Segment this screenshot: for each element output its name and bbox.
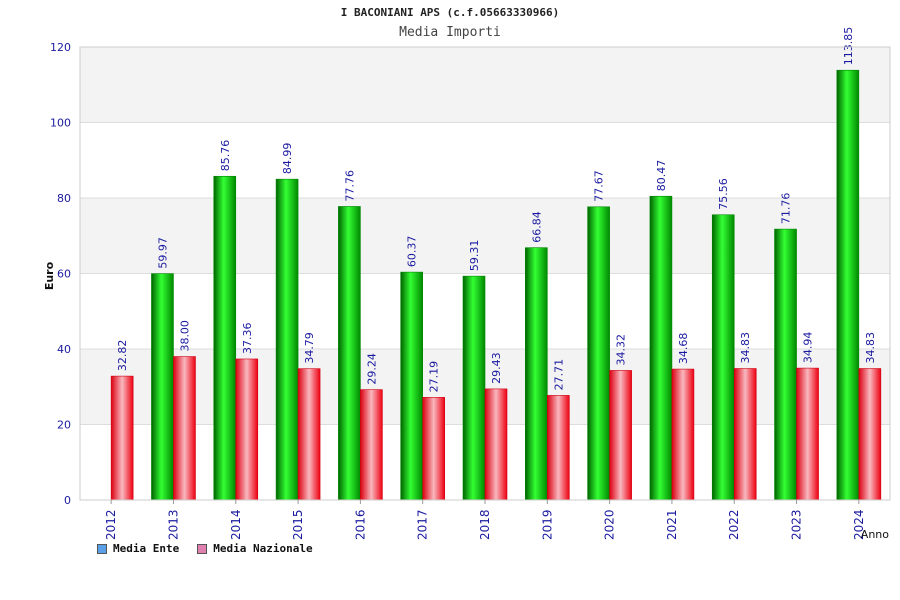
data-label-media-nazionale: 32.82	[116, 340, 129, 372]
x-tick-label: 2015	[291, 509, 305, 540]
data-label-media-ente: 85.76	[219, 140, 232, 172]
x-tick-label: 2020	[603, 509, 617, 540]
data-label-media-nazionale: 34.79	[303, 332, 316, 364]
data-label-media-nazionale: 27.71	[552, 359, 565, 391]
x-tick-label: 2014	[229, 509, 243, 540]
legend: Media Ente Media Nazionale	[97, 542, 313, 555]
legend-item-media-ente: Media Ente	[97, 542, 179, 555]
x-tick-label: 2017	[416, 509, 430, 540]
bar-media-nazionale	[733, 368, 757, 501]
x-tick-label: 2022	[727, 509, 741, 540]
x-tick-label: 2016	[353, 509, 367, 540]
bar-media-ente	[462, 275, 486, 501]
bar-media-ente	[836, 69, 860, 501]
data-label-media-nazionale: 34.32	[615, 334, 628, 366]
bar-media-nazionale	[609, 370, 632, 501]
bar-media-ente	[774, 228, 797, 501]
data-label-media-ente: 59.97	[156, 237, 169, 269]
x-tick-label: 2021	[665, 509, 679, 540]
bar-media-nazionale	[547, 395, 570, 501]
data-label-media-nazionale: 29.43	[490, 352, 503, 384]
data-label-media-nazionale: 34.83	[739, 332, 752, 364]
data-label-media-ente: 66.84	[530, 211, 543, 243]
x-tick-label: 2023	[790, 509, 804, 540]
data-label-media-ente: 77.67	[593, 170, 606, 202]
x-tick-label: 2019	[540, 509, 554, 540]
y-tick-label: 20	[57, 419, 71, 432]
y-tick-label: 100	[50, 117, 71, 130]
bar-media-nazionale	[422, 397, 445, 501]
data-label-media-nazionale: 34.83	[864, 332, 877, 364]
y-tick-label: 60	[57, 268, 71, 281]
data-label-media-nazionale: 38.00	[178, 320, 191, 352]
bar-media-nazionale	[796, 367, 819, 501]
bar-media-nazionale	[484, 388, 508, 501]
bar-media-nazionale	[235, 358, 259, 501]
plot-band	[80, 122, 890, 198]
legend-item-media-nazionale: Media Nazionale	[197, 542, 313, 555]
bar-media-nazionale	[671, 368, 695, 501]
data-label-media-ente: 60.37	[406, 236, 419, 268]
data-label-media-ente: 113.85	[842, 27, 855, 66]
bar-media-ente	[400, 271, 423, 501]
data-label-media-ente: 80.47	[655, 160, 668, 192]
x-tick-label: 2018	[478, 509, 492, 540]
data-label-media-ente: 75.56	[717, 178, 730, 210]
legend-label-media-nazionale: Media Nazionale	[213, 542, 313, 555]
data-label-media-nazionale: 37.36	[241, 322, 254, 354]
bar-media-nazionale	[297, 368, 321, 501]
bar-media-ente	[587, 206, 610, 501]
x-tick-label: 2024	[852, 509, 866, 540]
chart-subtitle: Media Importi	[399, 25, 501, 40]
data-label-media-nazionale: 34.68	[677, 333, 690, 365]
bar-media-ente	[338, 206, 361, 501]
y-tick-label: 120	[50, 41, 71, 54]
bar-media-ente	[151, 273, 174, 501]
data-label-media-nazionale: 34.94	[802, 332, 815, 364]
bar-media-ente	[649, 195, 673, 501]
y-axis-label: Euro	[43, 261, 56, 290]
data-label-media-nazionale: 27.19	[428, 361, 441, 393]
legend-label-media-ente: Media Ente	[113, 542, 180, 555]
bar-media-ente	[275, 178, 299, 501]
chart-title: I BACONIANI APS (c.f.05663330966)	[340, 6, 560, 19]
bar-media-nazionale	[360, 389, 383, 501]
y-tick-label: 0	[64, 494, 71, 507]
bar-media-nazionale	[110, 375, 134, 501]
x-axis-label: Anno	[861, 528, 889, 541]
plot-band	[80, 198, 890, 274]
bar-media-nazionale	[858, 368, 882, 501]
data-label-media-ente: 77.76	[343, 170, 356, 202]
bar-media-ente	[525, 247, 548, 501]
y-tick-label: 40	[57, 343, 71, 356]
x-tick-label: 2013	[166, 509, 180, 540]
data-label-media-nazionale: 29.24	[365, 353, 378, 385]
x-tick-label: 2012	[104, 509, 118, 540]
data-label-media-ente: 71.76	[780, 193, 793, 225]
data-label-media-ente: 59.31	[468, 240, 481, 272]
bar-media-ente	[213, 175, 237, 501]
bar-media-ente	[711, 214, 735, 501]
data-label-media-ente: 84.99	[281, 143, 294, 175]
bar-media-nazionale	[173, 356, 196, 501]
y-tick-label: 80	[57, 192, 71, 205]
plot-band	[80, 47, 890, 123]
legend-swatch-media-nazionale	[197, 543, 208, 554]
legend-swatch-media-ente	[97, 543, 107, 554]
